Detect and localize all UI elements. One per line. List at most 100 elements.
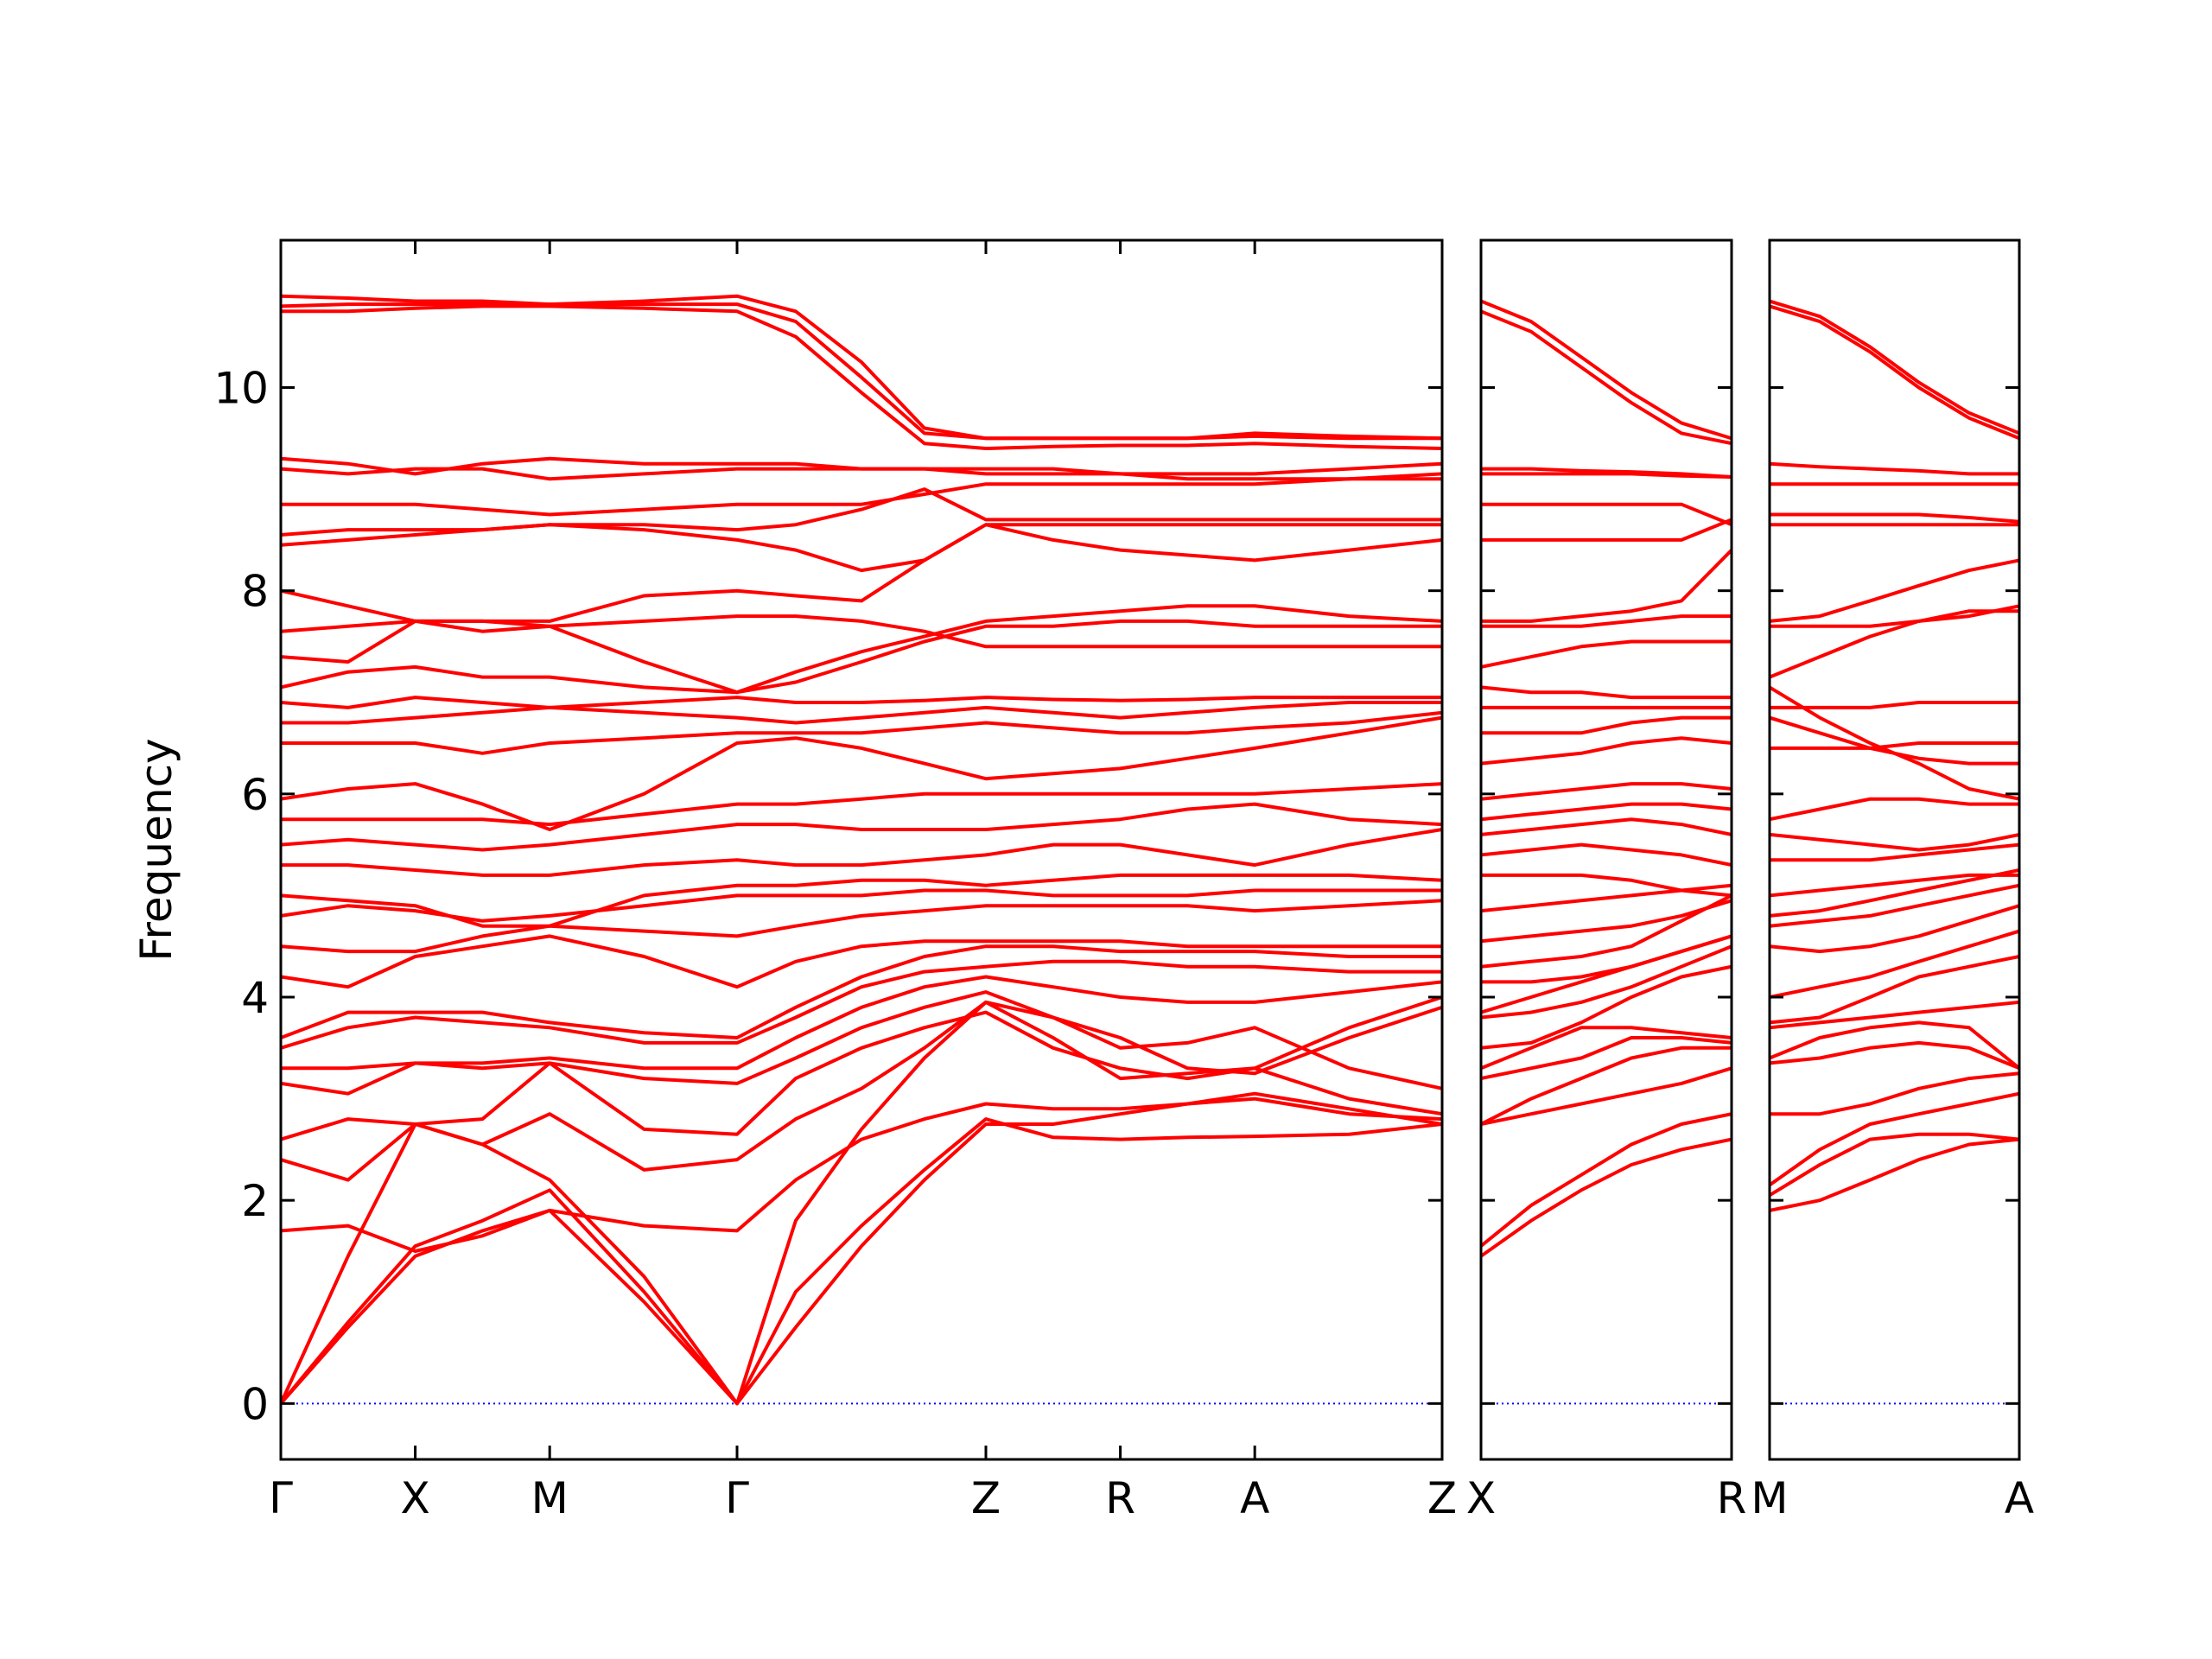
band-line bbox=[1770, 558, 2019, 623]
band-line bbox=[1481, 1036, 1732, 1081]
band-line bbox=[1770, 685, 2019, 801]
plot-frame bbox=[279, 238, 1444, 1461]
band-line bbox=[281, 1000, 1442, 1182]
band-line bbox=[281, 701, 1442, 725]
band-line bbox=[1770, 797, 2019, 822]
band-line bbox=[1481, 944, 1732, 1020]
band-line bbox=[1770, 741, 2019, 750]
band-line bbox=[1481, 715, 1732, 735]
band-line bbox=[1481, 817, 1732, 836]
x-tick-label: M bbox=[531, 1473, 569, 1523]
band-line bbox=[281, 523, 1442, 573]
band-line bbox=[1481, 467, 1732, 479]
band-line bbox=[1481, 736, 1732, 766]
band-line bbox=[281, 828, 1442, 877]
band-line bbox=[1481, 685, 1732, 700]
x-tick-label: A bbox=[2005, 1473, 2034, 1523]
band-line bbox=[281, 944, 1442, 1039]
band-line bbox=[1481, 802, 1732, 822]
band-line bbox=[281, 975, 1442, 1071]
band-line bbox=[1481, 934, 1732, 984]
band-line bbox=[281, 990, 1442, 1096]
band-line bbox=[1481, 639, 1732, 669]
band-line bbox=[281, 1117, 1442, 1406]
band-line bbox=[1770, 609, 2019, 679]
x-tick-label: Γ bbox=[269, 1473, 293, 1523]
band-line bbox=[281, 782, 1442, 827]
y-tick-label: 4 bbox=[241, 973, 269, 1023]
plot-area bbox=[281, 294, 1442, 1406]
band-line bbox=[1770, 512, 2019, 524]
band-line bbox=[1481, 309, 1732, 446]
x-tick-label: Z bbox=[1427, 1473, 1457, 1523]
band-line bbox=[1770, 883, 2019, 928]
band-line bbox=[1770, 299, 2019, 435]
plot-frame bbox=[1479, 238, 1733, 1461]
x-tick-label: R bbox=[1717, 1473, 1747, 1523]
band-line bbox=[1481, 1112, 1732, 1248]
band-line bbox=[1770, 1020, 2019, 1070]
band-line bbox=[1770, 701, 2019, 709]
band-line bbox=[1481, 299, 1732, 441]
plot-area bbox=[1481, 299, 1732, 1258]
band-line bbox=[281, 302, 1442, 441]
band-line bbox=[1770, 1071, 2019, 1116]
band-line bbox=[1770, 715, 2019, 766]
band-line bbox=[281, 487, 1442, 537]
x-tick-label: X bbox=[1466, 1473, 1496, 1523]
band-line bbox=[281, 959, 1442, 1050]
y-tick-label: 8 bbox=[241, 567, 269, 617]
band-line bbox=[1770, 1091, 2019, 1187]
x-tick-label: M bbox=[1751, 1473, 1788, 1523]
band-line bbox=[1481, 883, 1732, 913]
x-tick-label: R bbox=[1105, 1473, 1135, 1523]
band-line bbox=[281, 710, 1442, 755]
band-line bbox=[281, 899, 1442, 954]
band-line bbox=[1770, 929, 2019, 999]
band-line bbox=[1481, 964, 1732, 1050]
band-line bbox=[1770, 1040, 2019, 1071]
plot-area bbox=[1770, 299, 2019, 1212]
y-tick-label: 0 bbox=[241, 1379, 269, 1429]
band-line bbox=[1481, 502, 1732, 527]
band-line bbox=[281, 934, 1442, 989]
band-line bbox=[1770, 304, 2019, 441]
band-line bbox=[1481, 1137, 1732, 1258]
band-line bbox=[281, 995, 1442, 1406]
y-tick-label: 10 bbox=[213, 363, 269, 413]
band-line bbox=[1770, 1000, 2019, 1030]
band-line bbox=[1481, 893, 1732, 969]
x-tick-label: A bbox=[1240, 1473, 1269, 1523]
band-line bbox=[1481, 842, 1732, 868]
band-line bbox=[1481, 873, 1732, 898]
band-line bbox=[281, 1010, 1442, 1141]
band-line bbox=[281, 873, 1442, 928]
band-line bbox=[281, 802, 1442, 852]
band-line bbox=[281, 461, 1442, 481]
plot-frame bbox=[1768, 238, 2021, 1461]
x-tick-label: Z bbox=[971, 1473, 1001, 1523]
x-tick-label: X bbox=[400, 1473, 429, 1523]
band-line bbox=[281, 456, 1442, 481]
y-tick-label: 6 bbox=[241, 770, 269, 820]
band-line bbox=[1481, 899, 1732, 944]
band-line bbox=[1481, 782, 1732, 801]
band-line bbox=[1481, 518, 1732, 542]
band-line bbox=[1770, 868, 2019, 918]
band-line bbox=[1770, 842, 2019, 862]
x-tick-label: Γ bbox=[725, 1473, 749, 1523]
band-line bbox=[1770, 1137, 2019, 1212]
band-line bbox=[1770, 832, 2019, 852]
band-line bbox=[1481, 614, 1732, 628]
band-line bbox=[281, 304, 1442, 450]
band-line bbox=[281, 294, 1442, 441]
band-line bbox=[281, 523, 1442, 623]
band-line bbox=[1770, 461, 2019, 476]
band-line bbox=[1770, 1132, 2019, 1198]
y-axis-label: Frequency bbox=[131, 738, 181, 961]
band-line bbox=[1770, 904, 2019, 954]
band-line bbox=[1770, 955, 2019, 1025]
band-line bbox=[1481, 1066, 1732, 1126]
band-line bbox=[1481, 1026, 1732, 1071]
